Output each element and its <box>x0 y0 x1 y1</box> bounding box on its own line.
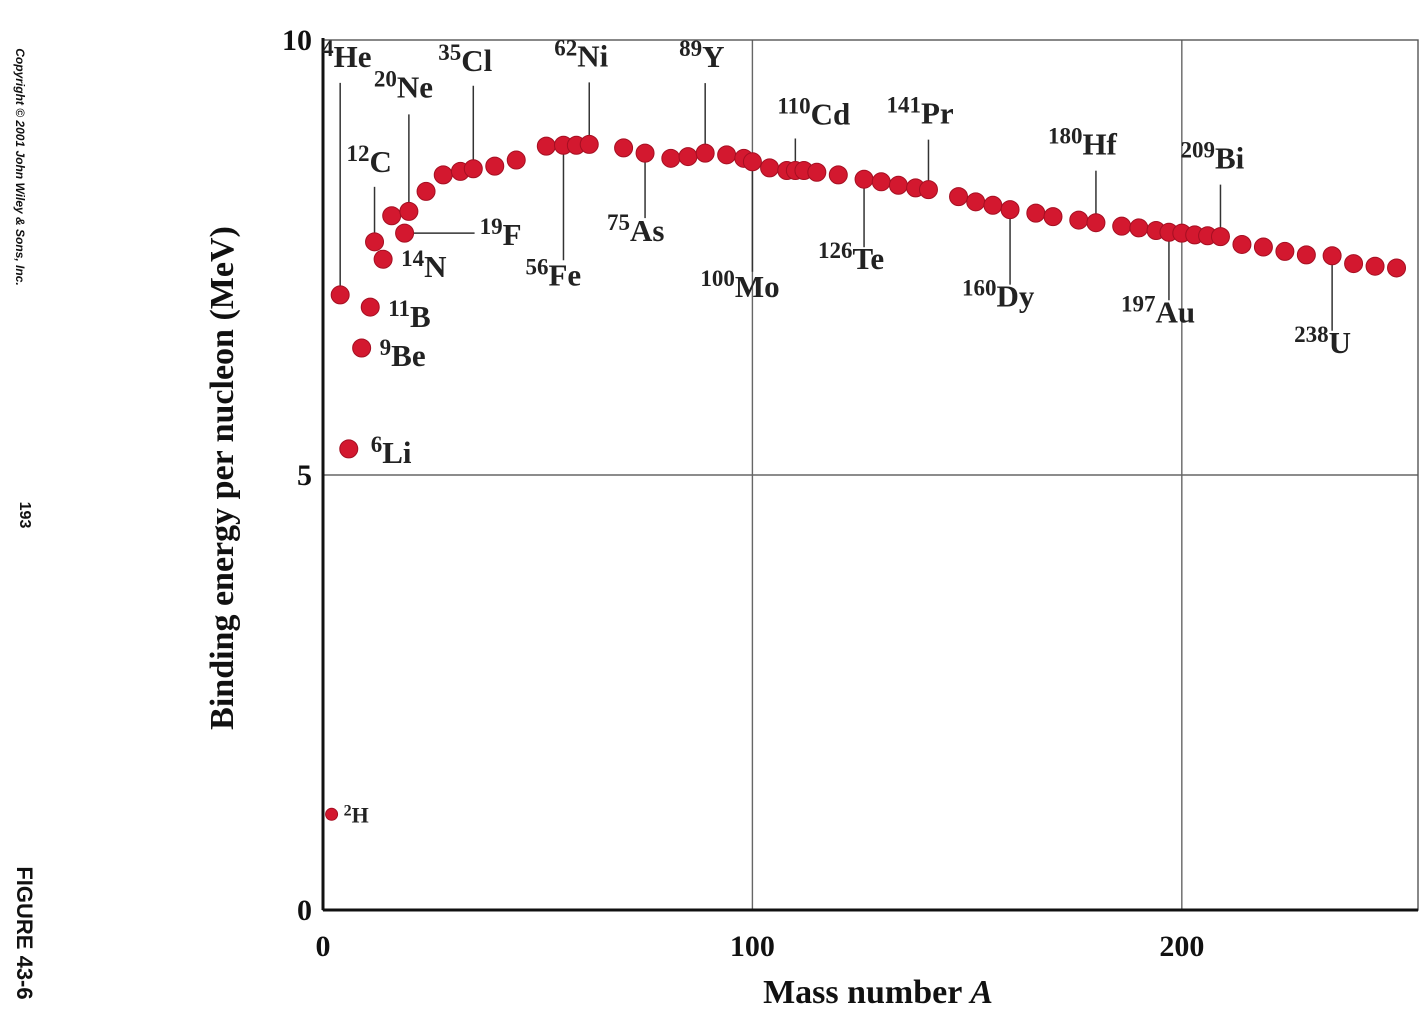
x-axis-title: Mass number A <box>763 974 993 1011</box>
data-points <box>325 134 1407 821</box>
x-tick-label: 100 <box>730 930 775 963</box>
data-point <box>661 148 681 168</box>
data-point <box>339 439 359 459</box>
data-point <box>1275 241 1295 261</box>
data-point <box>360 297 380 317</box>
y-axis-title: Binding energy per nucleon (MeV) <box>204 226 241 730</box>
data-point <box>614 138 634 158</box>
data-point <box>395 223 415 243</box>
data-point <box>1253 237 1273 257</box>
data-point <box>760 158 780 178</box>
data-point <box>463 159 483 179</box>
nuclide-label: 4He <box>322 36 371 74</box>
data-point <box>536 136 556 156</box>
x-tick-label: 0 <box>316 930 331 963</box>
data-point <box>1232 234 1252 254</box>
data-point <box>1210 227 1230 247</box>
data-point <box>854 169 874 189</box>
nuclide-label: 6Li <box>371 432 412 470</box>
data-point <box>433 165 453 185</box>
nuclide-label: 19F <box>480 214 522 252</box>
x-tick-label: 200 <box>1159 930 1204 963</box>
data-point <box>416 181 436 201</box>
data-point <box>966 192 986 212</box>
nuclide-label: 35Cl <box>438 40 492 78</box>
data-point <box>506 150 526 170</box>
data-point <box>1043 207 1063 227</box>
nuclide-label: 20Ne <box>374 66 433 104</box>
nuclide-label: 100Mo <box>700 266 779 304</box>
tick-labels: 0 100 200 0 5 10 <box>282 24 1204 963</box>
nuclide-label: 180Hf <box>1048 124 1118 162</box>
data-point <box>1344 254 1364 274</box>
grid-layer <box>321 38 1419 912</box>
nuclide-label: 209Bi <box>1180 138 1244 176</box>
y-tick-label: 10 <box>282 24 312 57</box>
nuclide-label: 160Dy <box>962 276 1035 314</box>
nuclide-label: 141Pr <box>886 93 953 131</box>
nuclide-label: 14N <box>401 246 446 284</box>
nuclide-label: 89Y <box>679 36 724 74</box>
nuclide-label: 9Be <box>380 335 426 373</box>
data-point <box>635 143 655 163</box>
y-tick-label: 5 <box>297 459 312 492</box>
data-point <box>1296 245 1316 265</box>
nuclide-label: 126Te <box>818 238 884 276</box>
y-tick-label: 0 <box>297 894 312 927</box>
nuclide-label: 62Ni <box>554 35 608 73</box>
data-point <box>1387 258 1407 278</box>
nuclide-label: 110Cd <box>777 94 850 132</box>
data-point <box>365 232 385 252</box>
data-point <box>373 249 393 269</box>
nuclide-label: 75As <box>607 210 664 248</box>
data-point <box>1322 246 1342 266</box>
data-point <box>807 162 827 182</box>
data-point <box>1112 216 1132 236</box>
nuclide-label: 197Au <box>1121 291 1195 329</box>
data-point <box>325 807 339 821</box>
data-point <box>485 156 505 176</box>
data-point <box>1000 200 1020 220</box>
data-point <box>678 147 698 167</box>
data-point <box>717 145 737 165</box>
data-point <box>918 180 938 200</box>
nuclide-label: 56Fe <box>525 254 581 292</box>
data-point <box>871 172 891 192</box>
data-point <box>983 195 1003 215</box>
data-point <box>1026 203 1046 223</box>
data-point <box>742 152 762 172</box>
data-point <box>1086 213 1106 233</box>
nuclide-label: 2H <box>344 802 369 827</box>
data-point <box>330 285 350 305</box>
data-point <box>695 143 715 163</box>
data-point <box>828 165 848 185</box>
data-point <box>1129 218 1149 238</box>
nuclide-label: 11B <box>388 296 430 334</box>
data-point <box>1069 210 1089 230</box>
data-point <box>352 338 372 358</box>
data-point <box>399 201 419 221</box>
data-point <box>382 206 402 226</box>
data-point <box>888 175 908 195</box>
nuclide-label: 12C <box>347 141 392 179</box>
data-point <box>579 134 599 154</box>
data-point <box>1365 256 1385 276</box>
data-point <box>949 187 969 207</box>
leader-lines <box>339 82 1333 331</box>
nuclide-label: 238U <box>1294 322 1351 360</box>
